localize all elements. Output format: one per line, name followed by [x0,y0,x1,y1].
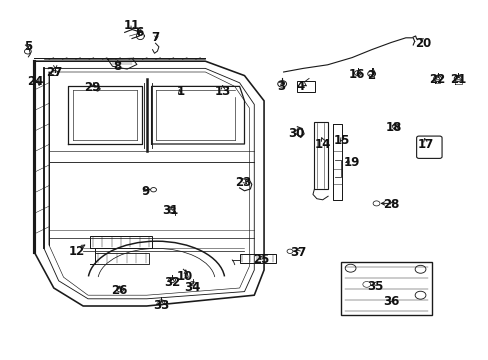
Bar [90,236,151,248]
Bar [341,262,431,315]
Bar [314,122,327,189]
Text: 16: 16 [348,68,365,81]
Text: 24: 24 [27,75,43,88]
Text: 17: 17 [416,138,433,151]
Text: 7: 7 [151,31,159,44]
Text: 26: 26 [110,284,127,297]
Text: 1: 1 [177,85,184,98]
Text: 18: 18 [385,121,401,134]
Text: 28: 28 [382,198,399,211]
Text: 8: 8 [113,60,121,73]
Text: 33: 33 [153,299,169,312]
Text: 15: 15 [333,134,350,147]
Text: 30: 30 [287,127,304,140]
Text: 13: 13 [214,85,230,98]
Text: 9: 9 [142,185,149,198]
Text: 19: 19 [343,156,360,169]
Text: 20: 20 [414,37,430,50]
Text: 35: 35 [366,280,383,293]
Text: 2: 2 [367,69,375,82]
Bar [239,254,276,263]
Text: 23: 23 [234,176,251,189]
Text: 22: 22 [428,73,445,86]
Text: 36: 36 [382,295,399,308]
Text: 34: 34 [184,281,201,294]
Text: 37: 37 [289,246,306,258]
Text: 5: 5 [24,40,32,53]
Text: 10: 10 [176,270,193,283]
Text: 25: 25 [253,253,269,266]
Text: 4: 4 [296,80,304,93]
Text: 12: 12 [68,245,85,258]
Text: 6: 6 [135,26,143,39]
Text: 32: 32 [163,276,180,289]
Text: 29: 29 [83,81,100,94]
Text: 14: 14 [314,138,330,150]
Bar [95,253,149,264]
Text: 11: 11 [123,19,140,32]
Text: 3: 3 [277,80,285,93]
Text: 27: 27 [45,66,62,78]
Bar [296,81,315,92]
Text: 31: 31 [162,204,178,217]
Text: 21: 21 [449,73,466,86]
